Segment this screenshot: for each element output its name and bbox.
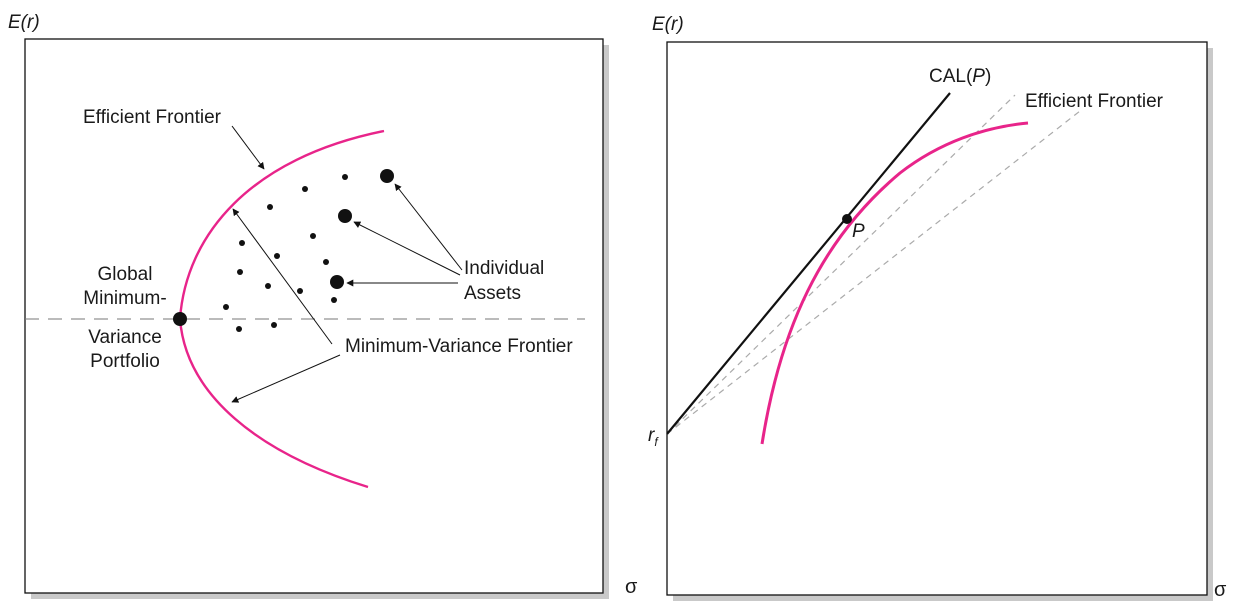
asset-dot-large <box>380 169 394 183</box>
asset-dot <box>331 297 337 303</box>
efficient-frontier-curve-right <box>760 121 1029 445</box>
min-variance-frontier-arrow-upper <box>232 208 333 345</box>
gmvp-label-line-4: Portfolio <box>90 351 160 372</box>
tangency-point-p <box>842 214 852 224</box>
asset-dot-large <box>338 209 352 223</box>
asset-dot <box>302 186 308 192</box>
asset-dot <box>342 174 348 180</box>
efficient-frontier-label-right: Efficient Frontier <box>1025 91 1164 112</box>
asset-dot <box>323 259 329 265</box>
cal-p-line <box>666 92 951 435</box>
left-x-axis-label: σ <box>625 576 638 598</box>
left-panel: E(r) σ <box>8 12 638 599</box>
gmvp-point <box>173 312 187 326</box>
right-panel-frame <box>666 41 1208 596</box>
efficient-frontier-arrow <box>231 125 265 170</box>
cal-p-label-suffix: ) <box>985 66 991 87</box>
gmvp-label: Global Minimum- Variance Portfolio <box>83 264 166 372</box>
individual-assets-label-line-1: Individual <box>464 258 544 279</box>
cal-p-label-prefix: CAL( <box>929 66 973 87</box>
minimum-variance-frontier-lower-curve <box>178 318 369 489</box>
gmvp-label-line-1: Global <box>98 264 153 285</box>
asset-dot <box>239 240 245 246</box>
asset-dot <box>236 326 242 332</box>
asset-dot <box>223 304 229 310</box>
asset-dot <box>297 288 303 294</box>
minimum-variance-frontier-label: Minimum-Variance Frontier <box>345 336 573 357</box>
rf-label: rf <box>648 425 659 449</box>
individual-assets-arrow-1 <box>394 183 463 271</box>
asset-dot <box>267 204 273 210</box>
gmvp-label-line-3: Variance <box>88 327 162 348</box>
cal-p-label: CAL(P) <box>929 66 991 87</box>
individual-asset-dots <box>223 169 394 332</box>
asset-dot <box>265 283 271 289</box>
right-y-axis-label: E(r) <box>652 14 684 35</box>
point-p-label: P <box>852 221 865 242</box>
individual-assets-label-line-2: Assets <box>464 283 521 304</box>
left-y-axis-label: E(r) <box>8 12 40 33</box>
asset-dot <box>274 253 280 259</box>
left-panel-frame <box>24 38 604 594</box>
efficient-frontier-curve <box>178 129 385 320</box>
asset-dot <box>237 269 243 275</box>
right-x-axis-label: σ <box>1214 579 1227 601</box>
individual-assets-arrow-2 <box>353 221 461 276</box>
asset-dot-large <box>330 275 344 289</box>
efficient-frontier-label: Efficient Frontier <box>83 107 222 128</box>
min-variance-frontier-arrow-lower <box>231 354 341 403</box>
rf-label-main: r <box>648 425 655 446</box>
right-panel: E(r) σ CAL(P) Efficient Frontier P rf <box>648 14 1227 601</box>
dashed-cal-upper <box>666 94 1016 435</box>
asset-dot <box>310 233 316 239</box>
cal-p-label-p: P <box>972 66 985 87</box>
rf-label-sub: f <box>654 435 659 449</box>
asset-dot <box>271 322 277 328</box>
gmvp-label-line-2: Minimum- <box>83 288 166 309</box>
